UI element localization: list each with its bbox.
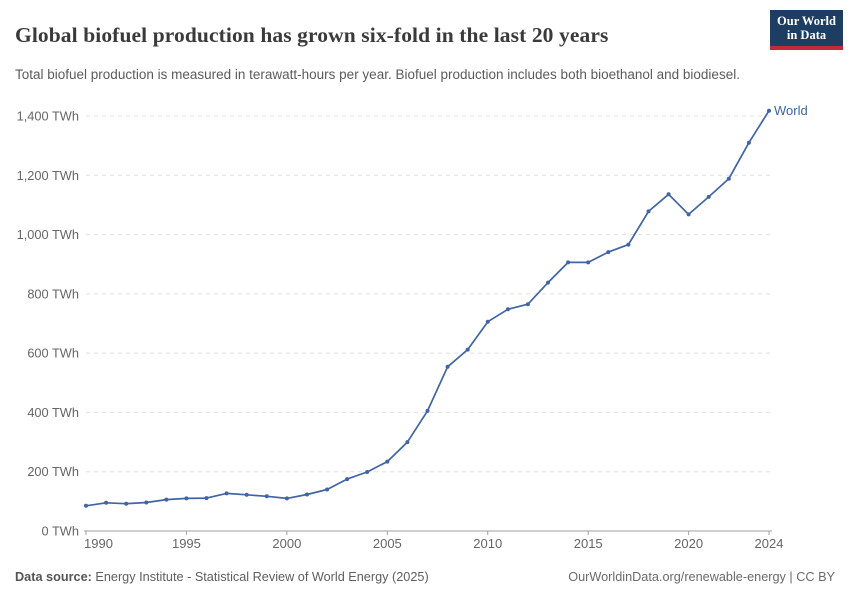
data-point[interactable] [224,491,229,496]
data-point[interactable] [566,260,571,265]
data-point[interactable] [405,440,410,445]
data-point[interactable] [284,496,289,501]
data-point[interactable] [425,408,430,413]
data-source-text: Energy Institute - Statistical Review of… [91,570,429,584]
owid-logo-line1: Our World [777,14,836,28]
y-axis-tick-label: 1,000 TWh [17,227,79,242]
data-point[interactable] [325,487,330,492]
data-point[interactable] [104,500,109,505]
y-axis-tick-label: 1,400 TWh [17,108,79,123]
data-point[interactable] [244,492,249,497]
x-axis-tick-label: 2010 [473,536,502,551]
data-source: Data source: Energy Institute - Statisti… [15,570,429,584]
y-axis-tick-label: 600 TWh [27,346,79,361]
data-point[interactable] [586,260,591,265]
data-point[interactable] [385,459,390,464]
data-point[interactable] [204,496,209,501]
data-point[interactable] [726,176,731,181]
plot-area[interactable] [86,106,772,531]
data-point[interactable] [606,250,611,255]
data-point[interactable] [184,496,189,501]
data-point[interactable] [666,192,671,197]
data-point[interactable] [686,212,691,217]
data-point[interactable] [445,364,450,369]
data-point[interactable] [465,347,470,352]
x-axis-tick-label: 2000 [272,536,301,551]
data-point[interactable] [264,494,269,499]
data-point[interactable] [706,194,711,199]
data-source-label: Data source: [15,570,92,584]
data-point[interactable] [345,477,350,482]
data-point[interactable] [626,242,631,247]
data-point[interactable] [365,470,370,474]
x-axis-tick-label: 2015 [574,536,603,551]
data-point[interactable] [124,501,129,506]
data-point[interactable] [305,492,309,497]
data-point[interactable] [485,319,490,324]
data-point[interactable] [84,503,88,508]
series-end-label: World [774,103,808,118]
data-point[interactable] [164,497,169,502]
x-axis-tick-label: 1995 [172,536,201,551]
data-point[interactable] [746,140,751,145]
data-point[interactable] [505,307,510,312]
y-axis-tick-label: 800 TWh [27,286,79,301]
x-axis-tick-label: 2020 [674,536,703,551]
y-axis-tick-label: 0 TWh [42,523,79,538]
data-point[interactable] [546,280,550,285]
x-axis-tick-label: 2005 [373,536,402,551]
y-axis-tick-label: 400 TWh [27,405,79,420]
owid-logo: Our World in Data [770,10,843,50]
y-axis-tick-label: 200 TWh [27,464,79,479]
chart-subtitle: Total biofuel production is measured in … [15,66,740,82]
data-point[interactable] [646,209,651,214]
data-point[interactable] [144,500,149,505]
x-axis-tick-label: 1990 [84,536,113,551]
x-axis-tick-label: 2024 [755,536,784,551]
chart-footer: Data source: Energy Institute - Statisti… [15,570,835,584]
owid-link[interactable]: OurWorldinData.org/renewable-energy | CC… [568,570,835,584]
owid-logo-line2: in Data [786,28,827,42]
chart-title: Global biofuel production has grown six-… [15,23,609,48]
data-point[interactable] [767,108,771,113]
y-axis-tick-label: 1,200 TWh [17,168,79,183]
data-point[interactable] [525,302,530,307]
